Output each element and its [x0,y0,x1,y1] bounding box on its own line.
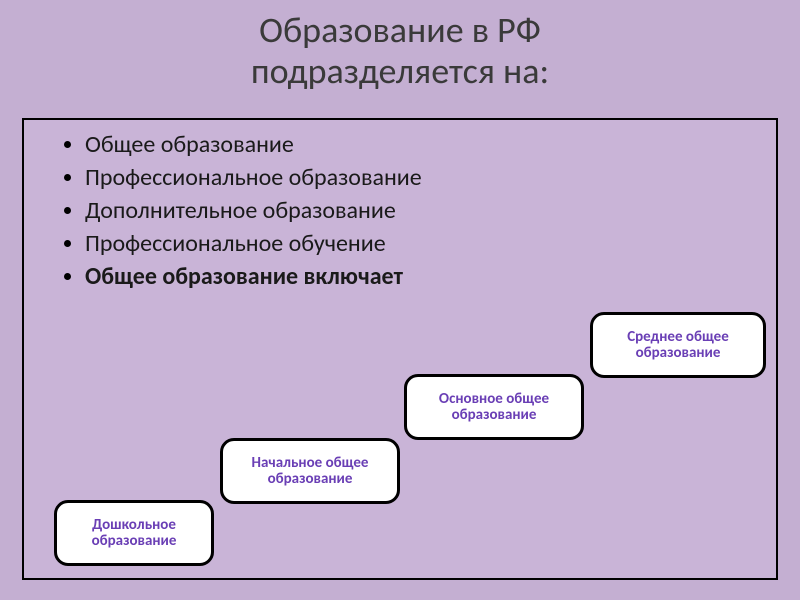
bullet-dot-icon [64,240,71,247]
bullet-dot-icon [64,141,71,148]
bullet-text: Профессиональное образование [85,163,422,192]
bullet-item: Общее образование включает [64,262,756,291]
bullet-text: Общее образование [85,130,294,159]
step-label: Среднее общее образование [603,329,753,362]
bullet-dot-icon [64,207,71,214]
slide-title: Образование в РФ подразделяется на: [0,0,800,99]
bullet-item: Профессиональное образование [64,163,756,192]
bullet-text: Дополнительное образование [85,196,396,225]
bullet-text: Общее образование включает [85,262,403,291]
step-box: Дошкольное образование [54,500,214,566]
step-label: Дошкольное образование [67,517,201,550]
bullet-list: Общее образование Профессиональное образо… [64,130,756,295]
step-label: Основное общее образование [417,391,571,424]
bullet-dot-icon [64,174,71,181]
step-box: Начальное общее образование [220,438,400,504]
title-line-2: подразделяется на: [20,51,780,92]
bullet-dot-icon [64,273,71,280]
bullet-item: Дополнительное образование [64,196,756,225]
bullet-item: Общее образование [64,130,756,159]
bullet-item: Профессиональное обучение [64,229,756,258]
bullet-text: Профессиональное обучение [85,229,386,258]
step-label: Начальное общее образование [233,455,387,488]
title-line-1: Образование в РФ [20,10,780,51]
step-box: Среднее общее образование [590,312,766,378]
step-box: Основное общее образование [404,374,584,440]
content-panel: Общее образование Профессиональное образо… [22,118,778,580]
